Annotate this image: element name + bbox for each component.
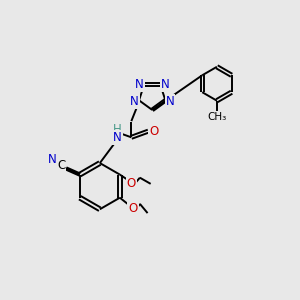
Text: N: N [135, 78, 144, 91]
Text: O: O [128, 202, 138, 215]
Text: N: N [130, 95, 139, 108]
Text: N: N [113, 131, 122, 144]
Text: N: N [48, 153, 56, 166]
Text: O: O [127, 177, 136, 190]
Text: C: C [57, 159, 65, 172]
Text: N: N [160, 78, 169, 91]
Text: H: H [113, 123, 122, 136]
Text: CH₃: CH₃ [207, 112, 226, 122]
Text: N: N [166, 95, 174, 108]
Text: O: O [149, 124, 158, 138]
